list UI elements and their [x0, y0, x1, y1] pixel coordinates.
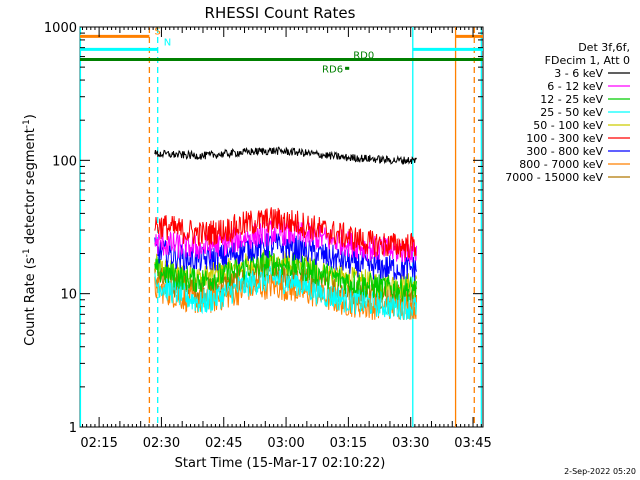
y-tick-label: 1 [69, 421, 77, 436]
x-tick-label: 03:30 [392, 436, 429, 451]
status-bar-label: RD6 [322, 64, 343, 75]
status-bars: SN RD0 RD6 [80, 26, 483, 75]
legend-label: 7000 - 15000 keV [505, 171, 603, 184]
y-axis-label-part1: Count Rate (s [23, 257, 38, 346]
y-axis-label-sup1: -1 [22, 248, 32, 257]
y-axis: 1 10 100 1000 [44, 21, 483, 436]
series-line-300-800- [154, 233, 417, 281]
status-bar-label: RD0 [353, 51, 374, 62]
chart-title: RHESSI Count Rates [205, 4, 356, 22]
legend-label: 25 - 50 keV [540, 106, 603, 119]
y-axis-label: Count Rate (s-1 detector segment-1) [22, 114, 38, 346]
status-bar-label: S [154, 26, 160, 37]
plot-frame [79, 26, 484, 428]
legend-label: 100 - 300 keV [526, 132, 603, 145]
y-axis-label-group: Count Rate (s-1 detector segment-1) [22, 114, 38, 346]
x-tick-label: 02:30 [143, 436, 180, 451]
x-axis-label: Start Time (15-Mar-17 02:10:22) [175, 456, 386, 471]
legend-header-1: Det 3f,6f, [578, 41, 630, 54]
legend-label: 800 - 7000 keV [519, 158, 603, 171]
series-line-12-25- [154, 250, 417, 303]
y-tick-label: 100 [52, 154, 77, 169]
y-axis-label-part3: ) [23, 114, 38, 119]
status-bar-label: N [164, 37, 171, 48]
legend-label: 12 - 25 keV [540, 93, 603, 106]
legend-label: 6 - 12 keV [547, 80, 603, 93]
y-tick-label: 1000 [44, 21, 77, 36]
data-series [154, 146, 417, 321]
y-axis-label-part2: detector segment [23, 128, 38, 248]
x-axis: 02:15 02:30 02:45 03:00 03:15 03:30 03:45 [80, 27, 492, 451]
footer-date: 2-Sep-2022 05:20 [564, 467, 636, 476]
x-tick-label: 02:15 [80, 436, 117, 451]
legend-header-2: FDecim 1, Att 0 [545, 54, 630, 67]
x-tick-label: 03:15 [330, 436, 367, 451]
legend-label: 50 - 100 keV [533, 119, 603, 132]
x-tick-label: 03:00 [267, 436, 304, 451]
x-tick-label: 02:45 [205, 436, 242, 451]
x-tick-label: 03:45 [454, 436, 491, 451]
legend-label: 3 - 6 keV [554, 67, 603, 80]
y-tick-label: 10 [60, 288, 77, 303]
legend-label: 300 - 800 keV [526, 145, 603, 158]
series-line-3-6- [154, 146, 417, 166]
series-line-800-7000- [154, 274, 417, 321]
y-axis-label-sup2: -1 [22, 119, 32, 128]
series-line-100-300- [154, 207, 417, 259]
